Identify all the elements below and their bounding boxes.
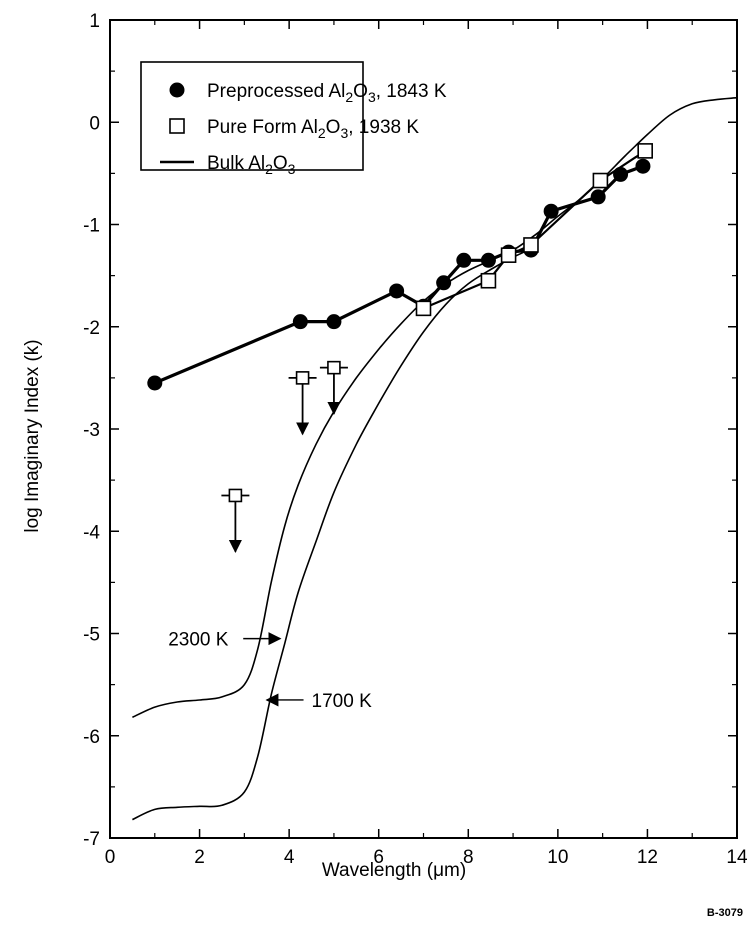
legend-label-part: , 1843 K: [376, 81, 447, 102]
x-tick-label: 12: [637, 847, 658, 868]
legend-item: Bulk Al2O3: [160, 153, 296, 177]
y-tick-label: -7: [83, 829, 100, 850]
annotation-label: 2300 K: [168, 630, 229, 651]
y-tick-label: -2: [83, 318, 100, 339]
legend-label-part: 2: [265, 161, 273, 177]
x-axis-label: Wavelength (μm): [322, 860, 466, 881]
legend-label-part: , 1938 K: [348, 117, 419, 138]
bulk-curves: [132, 96, 738, 821]
data-point-preprocessed: [635, 158, 651, 174]
legend-item: Preprocessed Al2O3, 1843 K: [169, 81, 447, 105]
data-point-pure-form: [415, 300, 432, 317]
series-pure-form: [415, 143, 653, 317]
y-axis-label: log Imaginary Index (k): [22, 339, 43, 532]
x-tick-label: 8: [463, 847, 474, 868]
data-point-preprocessed: [389, 283, 405, 299]
x-tick-label: 4: [284, 847, 295, 868]
x-tick-label: 0: [105, 847, 116, 868]
legend-marker-circle: [169, 82, 185, 98]
x-tick-label: 2: [194, 847, 205, 868]
y-tick-label: 0: [89, 113, 100, 134]
data-point-upper-limit: [295, 371, 310, 385]
x-tick-label: 6: [373, 847, 384, 868]
x-tick-label: 10: [547, 847, 568, 868]
y-tick-label: -4: [83, 522, 100, 543]
legend-label-part: Preprocessed Al: [207, 81, 345, 102]
legend-label-part: 2: [318, 125, 326, 141]
bulk-curve-2300k: [132, 96, 738, 719]
legend-box: [140, 61, 364, 171]
data-point-preprocessed: [480, 252, 496, 268]
data-point-pure-form: [500, 247, 517, 263]
legend-label-part: 3: [288, 161, 296, 177]
legend-label: Preprocessed Al2O3, 1843 K: [207, 81, 447, 105]
data-point-preprocessed: [147, 375, 163, 391]
data-point-pure-form: [637, 143, 653, 159]
data-point-preprocessed: [543, 203, 559, 219]
legend-label: Bulk Al2O3: [207, 153, 296, 177]
data-point-preprocessed: [613, 166, 629, 182]
data-point-pure-form: [480, 272, 497, 289]
legend-label-part: 2: [345, 89, 353, 105]
data-point-upper-limit: [228, 488, 243, 503]
y-tick-label: -3: [83, 420, 100, 441]
legend-label-part: 3: [368, 89, 376, 105]
legend-label-part: Pure Form Al: [207, 117, 318, 138]
series-preprocessed: [147, 158, 651, 391]
legend-label-part: Bulk Al: [207, 153, 265, 174]
data-point-preprocessed: [326, 314, 342, 330]
legend-item: Pure Form Al2O3, 1938 K: [169, 117, 419, 141]
data-point-preprocessed: [456, 252, 472, 268]
legend-label: Pure Form Al2O3, 1938 K: [207, 117, 419, 141]
legend-label-part: O: [353, 81, 368, 102]
bulk-curve-1700k: [132, 246, 536, 821]
data-point-upper-limit: [327, 360, 341, 375]
annotations: 2300 K 1700 K: [168, 630, 372, 712]
series-line-preprocessed: [154, 164, 644, 385]
data-point-pure-form: [592, 172, 609, 189]
legend-label-part: 3: [340, 125, 348, 141]
y-tick-label: -6: [83, 727, 100, 748]
legend-label-part: O: [273, 153, 288, 174]
annotation-label: 1700 K: [312, 691, 373, 712]
figure-id: B-3079: [707, 907, 743, 919]
data-point-preprocessed: [292, 314, 308, 330]
series-upper-limits: [221, 360, 348, 554]
y-tick-label: -5: [83, 625, 100, 646]
legend-label-part: O: [326, 117, 341, 138]
legend-marker-square: [169, 118, 185, 134]
data-point-pure-form: [523, 237, 539, 253]
data-point-preprocessed: [590, 189, 606, 205]
y-tick-label: 1: [89, 11, 100, 32]
y-tick-label: -1: [83, 216, 100, 237]
data-point-preprocessed: [436, 275, 452, 291]
x-tick-label: 14: [726, 847, 748, 868]
series-line-pure-form: [423, 149, 646, 310]
data-series: [147, 143, 653, 554]
